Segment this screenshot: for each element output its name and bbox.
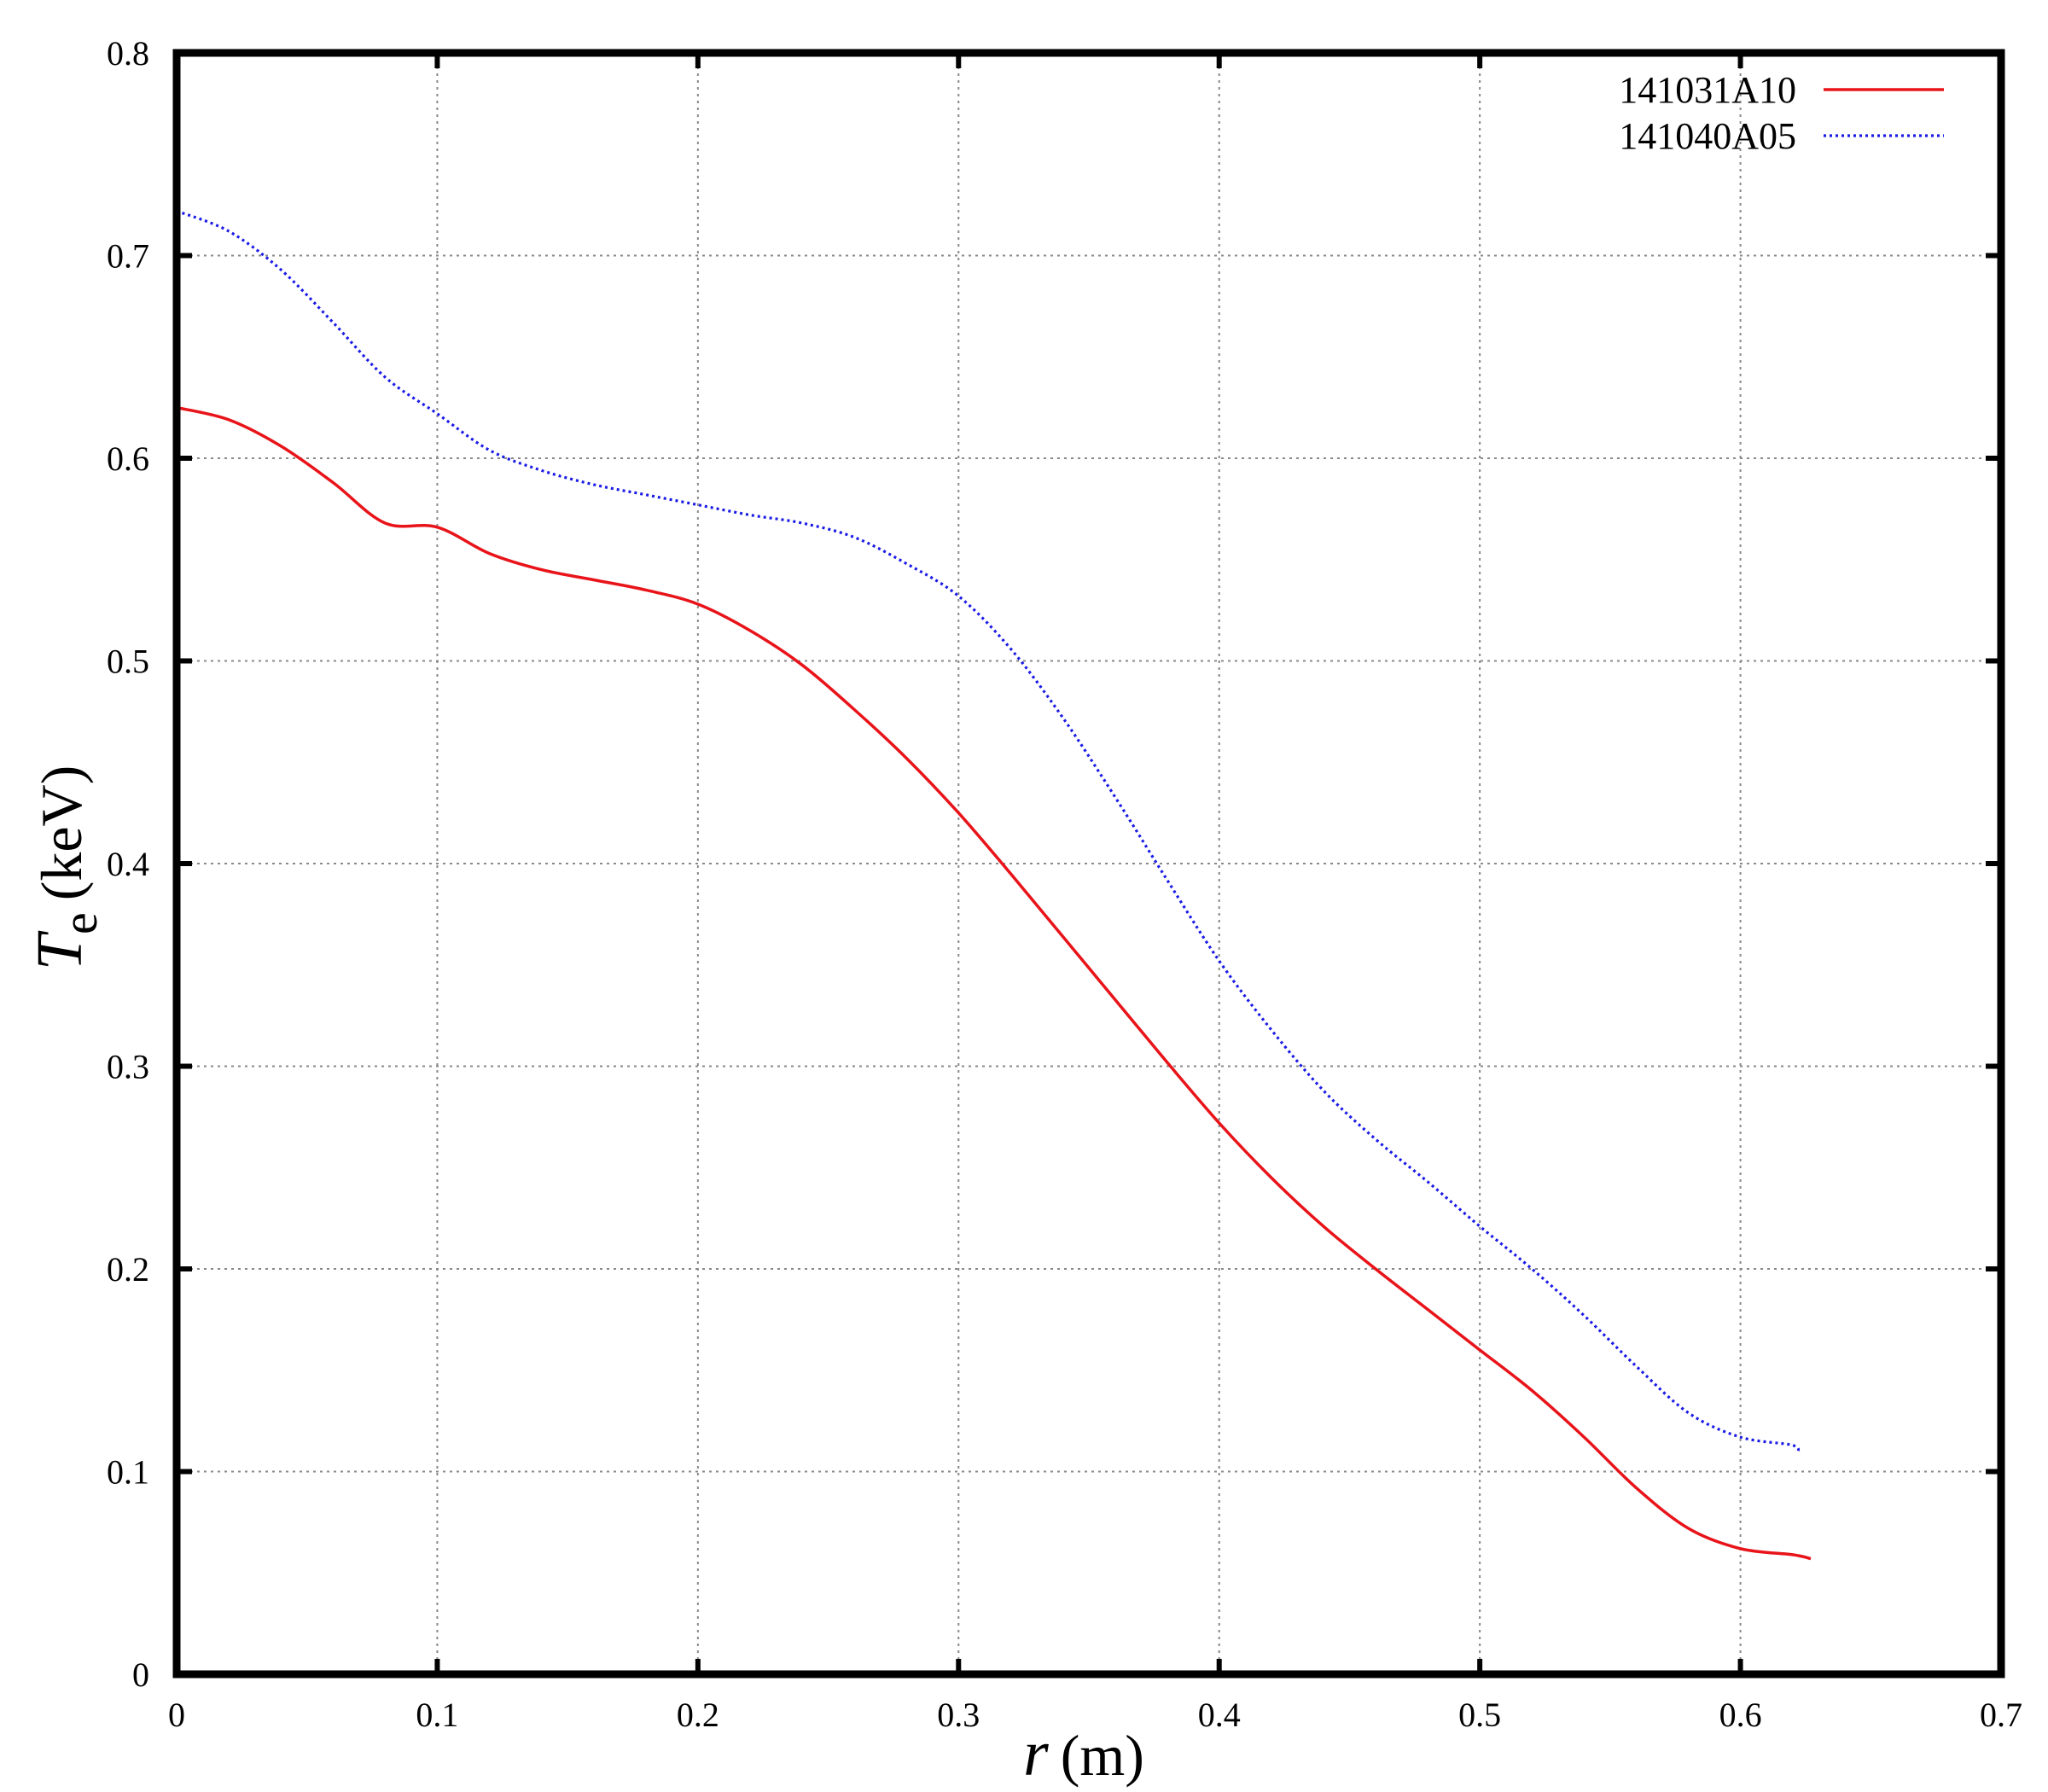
series-line-141040A05: [176, 209, 1801, 1455]
x-tick-label: 0.5: [1458, 1696, 1501, 1734]
legend-label: 141040A05: [1619, 115, 1796, 157]
y-axis-title: Te (keV): [24, 765, 108, 971]
x-axis-variable: r: [1023, 1718, 1049, 1789]
y-axis-subscript: e: [52, 912, 108, 934]
y-tick-label: 0: [132, 1655, 149, 1694]
legend-label: 141031A10: [1619, 69, 1796, 111]
y-tick-label: 0.3: [107, 1048, 149, 1086]
y-axis-variable: T: [24, 930, 96, 970]
x-axis-title: r (m): [1023, 1718, 1144, 1789]
y-tick-label: 0.5: [107, 643, 149, 681]
y-tick-label: 0.2: [107, 1250, 149, 1289]
grid: [177, 53, 2001, 1674]
y-tick-label: 0.4: [107, 845, 149, 883]
tick-labels: 0 0.1 0.2 0.3 0.4 0.5 0.6 0.7 0 0.1 0.2 0.3 0.4 0.5 0.…: [107, 34, 2022, 1734]
x-tick-label: 0.4: [1198, 1696, 1241, 1734]
series-line-141031A10: [176, 405, 1812, 1561]
x-tick-label: 0.7: [1980, 1696, 2022, 1734]
x-axis-unit: (m): [1061, 1723, 1144, 1788]
y-tick-label: 0.7: [107, 237, 149, 276]
x-tick-label: 0.3: [937, 1696, 980, 1734]
y-axis-unit: (keV): [29, 765, 94, 901]
y-tick-label: 0.8: [107, 34, 149, 73]
y-tick-label: 0.6: [107, 439, 149, 478]
x-tick-label: 0: [168, 1696, 185, 1734]
x-tick-label: 0.2: [677, 1696, 719, 1734]
series-layer: [176, 209, 1812, 1561]
x-tick-label: 0.6: [1719, 1696, 1762, 1734]
ticks: [177, 53, 2001, 1674]
y-tick-label: 0.1: [107, 1453, 149, 1492]
x-tick-label: 0.1: [416, 1696, 458, 1734]
